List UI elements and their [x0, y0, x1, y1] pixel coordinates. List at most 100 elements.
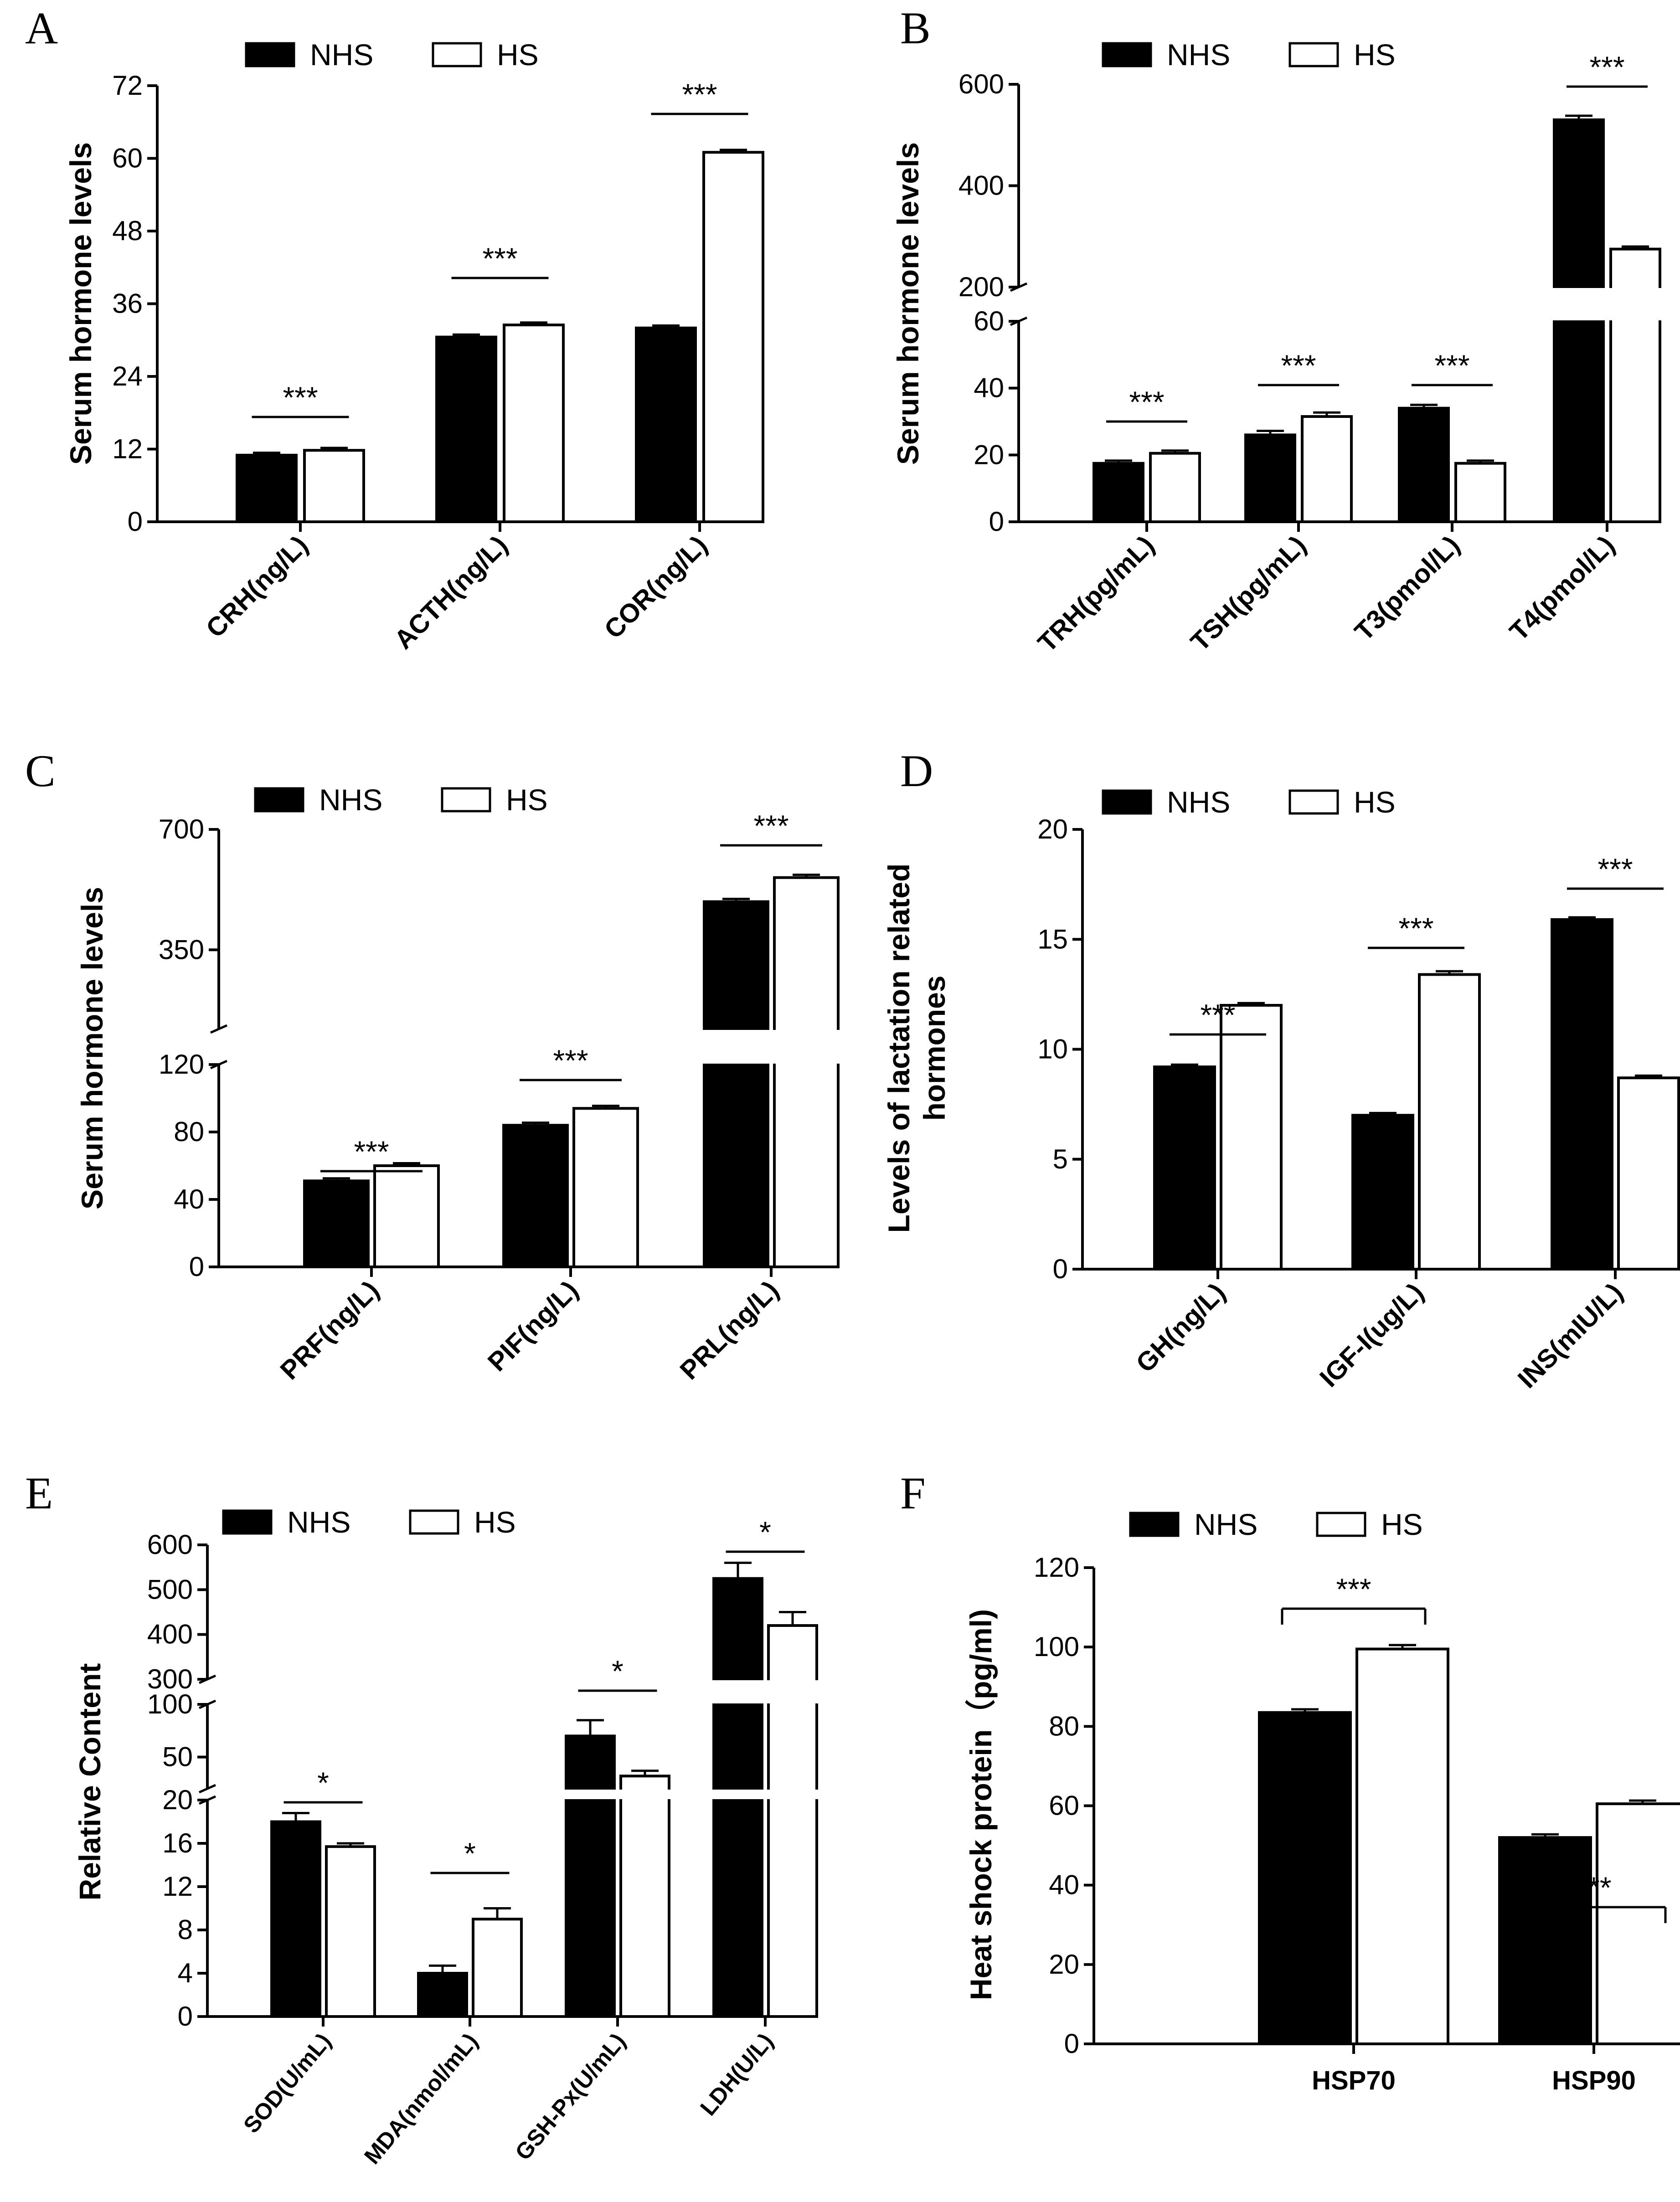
significance-label: ***	[753, 809, 788, 843]
y-tick-label: 40	[174, 1184, 204, 1214]
y-tick-label: 60	[1049, 1790, 1079, 1821]
significance-label: ***	[1200, 998, 1235, 1032]
legend-swatch-nhs	[254, 787, 304, 813]
y-tick-label: 80	[1049, 1711, 1079, 1741]
significance-label: ***	[553, 1044, 588, 1077]
bar-break-gap	[712, 1680, 764, 1703]
bar-break-gap	[1609, 288, 1662, 320]
legend: NHS HS	[254, 783, 548, 817]
bar-break-gap	[1552, 288, 1605, 320]
panel-letter: F	[900, 1468, 926, 1518]
x-category-label: PRL(ng/L)	[674, 1275, 784, 1385]
x-category-label: T4(pmol/L)	[1504, 530, 1621, 647]
significance-label: ***	[1336, 1572, 1371, 1606]
significance-label: ***	[482, 242, 517, 275]
y-tick-label: 24	[112, 361, 143, 391]
significance-label: ***	[1129, 385, 1164, 419]
chart-panel-a: A 0 12 24 36 48 60 72 Serum hormone levels NHS HS *…	[25, 3, 764, 655]
x-category-label: COR(ng/L)	[598, 530, 713, 644]
bar-hs	[503, 324, 565, 523]
panel-letter: A	[25, 3, 58, 53]
x-category-label: GH(ng/L)	[1130, 1277, 1231, 1378]
panel-letter: B	[900, 3, 931, 53]
y-tick-label: 4	[178, 1958, 193, 1988]
y-tick-label: 48	[112, 216, 143, 246]
y-tick-label: 40	[1049, 1870, 1079, 1900]
x-category-label: LDH(U/L)	[695, 2028, 778, 2120]
bar-hs	[325, 1845, 376, 2018]
y-tick-label: 36	[112, 288, 143, 319]
y-tick-label: 0	[1064, 2028, 1079, 2059]
chart-panel-c: C 0 40 80 120 350 700 Serum hormone levels NHS HS…	[25, 746, 840, 1385]
x-category-label: TSH(pg/mL)	[1185, 530, 1312, 657]
x-category-label: ACTH(ng/L)	[388, 530, 513, 655]
y-tick-label: 120	[1034, 1552, 1079, 1583]
legend: NHS HS	[1129, 1507, 1423, 1541]
legend-swatch-hs	[1288, 42, 1339, 67]
y-tick-label: 0	[1053, 1254, 1068, 1284]
x-category-label: GSH-Px(U/mL)	[510, 2028, 630, 2165]
chart-panel-f: F 0 20 40 60 80 100 120 Heat shock protein（pg/ml…	[900, 1468, 1680, 2095]
y-tick-label: 0	[178, 2001, 193, 2032]
legend-label-nhs: NHS	[1167, 38, 1230, 72]
bar-hs	[1418, 973, 1481, 1271]
bar-hs	[1617, 1076, 1680, 1271]
y-tick-label: 600	[147, 1529, 193, 1560]
y-tick-label: 0	[989, 506, 1004, 537]
y-tick-label: 120	[159, 1049, 204, 1080]
significance-label: ***	[283, 381, 318, 414]
x-category-label: IGF-I(ug/L)	[1314, 1277, 1429, 1393]
y-axis-label: Serum hormone levels	[64, 142, 98, 465]
x-category-label: T3(pmol/L)	[1349, 530, 1466, 647]
bar-hs	[472, 1918, 523, 2018]
chart-panel-b: B 0 20 40 60 200 400 600 Serum hormone levels NHS…	[891, 3, 1662, 658]
x-category-label: INS(mIU/L)	[1512, 1277, 1629, 1394]
y-tick-label: 0	[128, 506, 143, 537]
bar-hs	[1355, 1647, 1449, 2045]
legend-label-nhs: NHS	[1167, 785, 1230, 819]
significance-label: ***	[354, 1135, 389, 1168]
x-category-label: TRH(pg/mL)	[1032, 530, 1160, 658]
legend-swatch-nhs	[1129, 1512, 1180, 1537]
y-tick-label: 100	[1034, 1631, 1079, 1662]
y-axis-label: Serum hormone levels	[891, 142, 925, 465]
bar-hs	[773, 876, 840, 1268]
bar-nhs	[1093, 462, 1144, 524]
significance-label: ***	[1589, 50, 1624, 84]
chart-panel-d: D 0 5 10 15 20 Levels of lactation related horm…	[882, 746, 1680, 1394]
legend-swatch-nhs	[222, 1509, 273, 1535]
x-category-label: PIF(ng/L)	[482, 1275, 584, 1377]
bar-break-gap	[702, 1030, 770, 1064]
significance-label: ***	[1434, 349, 1469, 382]
legend-swatch-nhs	[245, 42, 295, 67]
legend: NHS HS	[222, 1505, 516, 1539]
bar-nhs	[1153, 1065, 1216, 1271]
legend-label-hs: HS	[1354, 785, 1396, 819]
legend-swatch-hs	[1316, 1512, 1366, 1537]
panel-letter: E	[25, 1468, 53, 1518]
x-category-label: MDA(nmol/mL)	[359, 2028, 483, 2169]
legend: NHS HS	[1102, 785, 1396, 819]
legend: NHS HS	[1102, 38, 1396, 72]
y-tick-label: 20	[1037, 814, 1068, 844]
legend-swatch-hs	[409, 1509, 459, 1535]
bar-nhs	[435, 335, 497, 524]
legend-label-hs: HS	[474, 1505, 516, 1539]
bar-hs	[1301, 415, 1353, 523]
bar-hs	[572, 1107, 639, 1268]
legend-swatch-nhs	[1102, 789, 1152, 815]
significance-label: ***	[1576, 1871, 1611, 1904]
legend-label-nhs: NHS	[287, 1505, 350, 1539]
y-tick-label: 12	[112, 434, 143, 464]
bar-nhs	[1498, 1836, 1592, 2046]
significance-label: ***	[1598, 852, 1633, 886]
y-tick-label: 15	[1037, 924, 1068, 954]
bar-hs	[619, 1775, 670, 2018]
legend: NHS HS	[245, 38, 539, 72]
y-tick-label: 500	[147, 1574, 193, 1605]
axis-break-mark	[210, 1024, 228, 1034]
y-tick-label: 20	[974, 439, 1004, 470]
y-tick-label: 400	[959, 170, 1004, 201]
bar-nhs	[1258, 1711, 1352, 2046]
